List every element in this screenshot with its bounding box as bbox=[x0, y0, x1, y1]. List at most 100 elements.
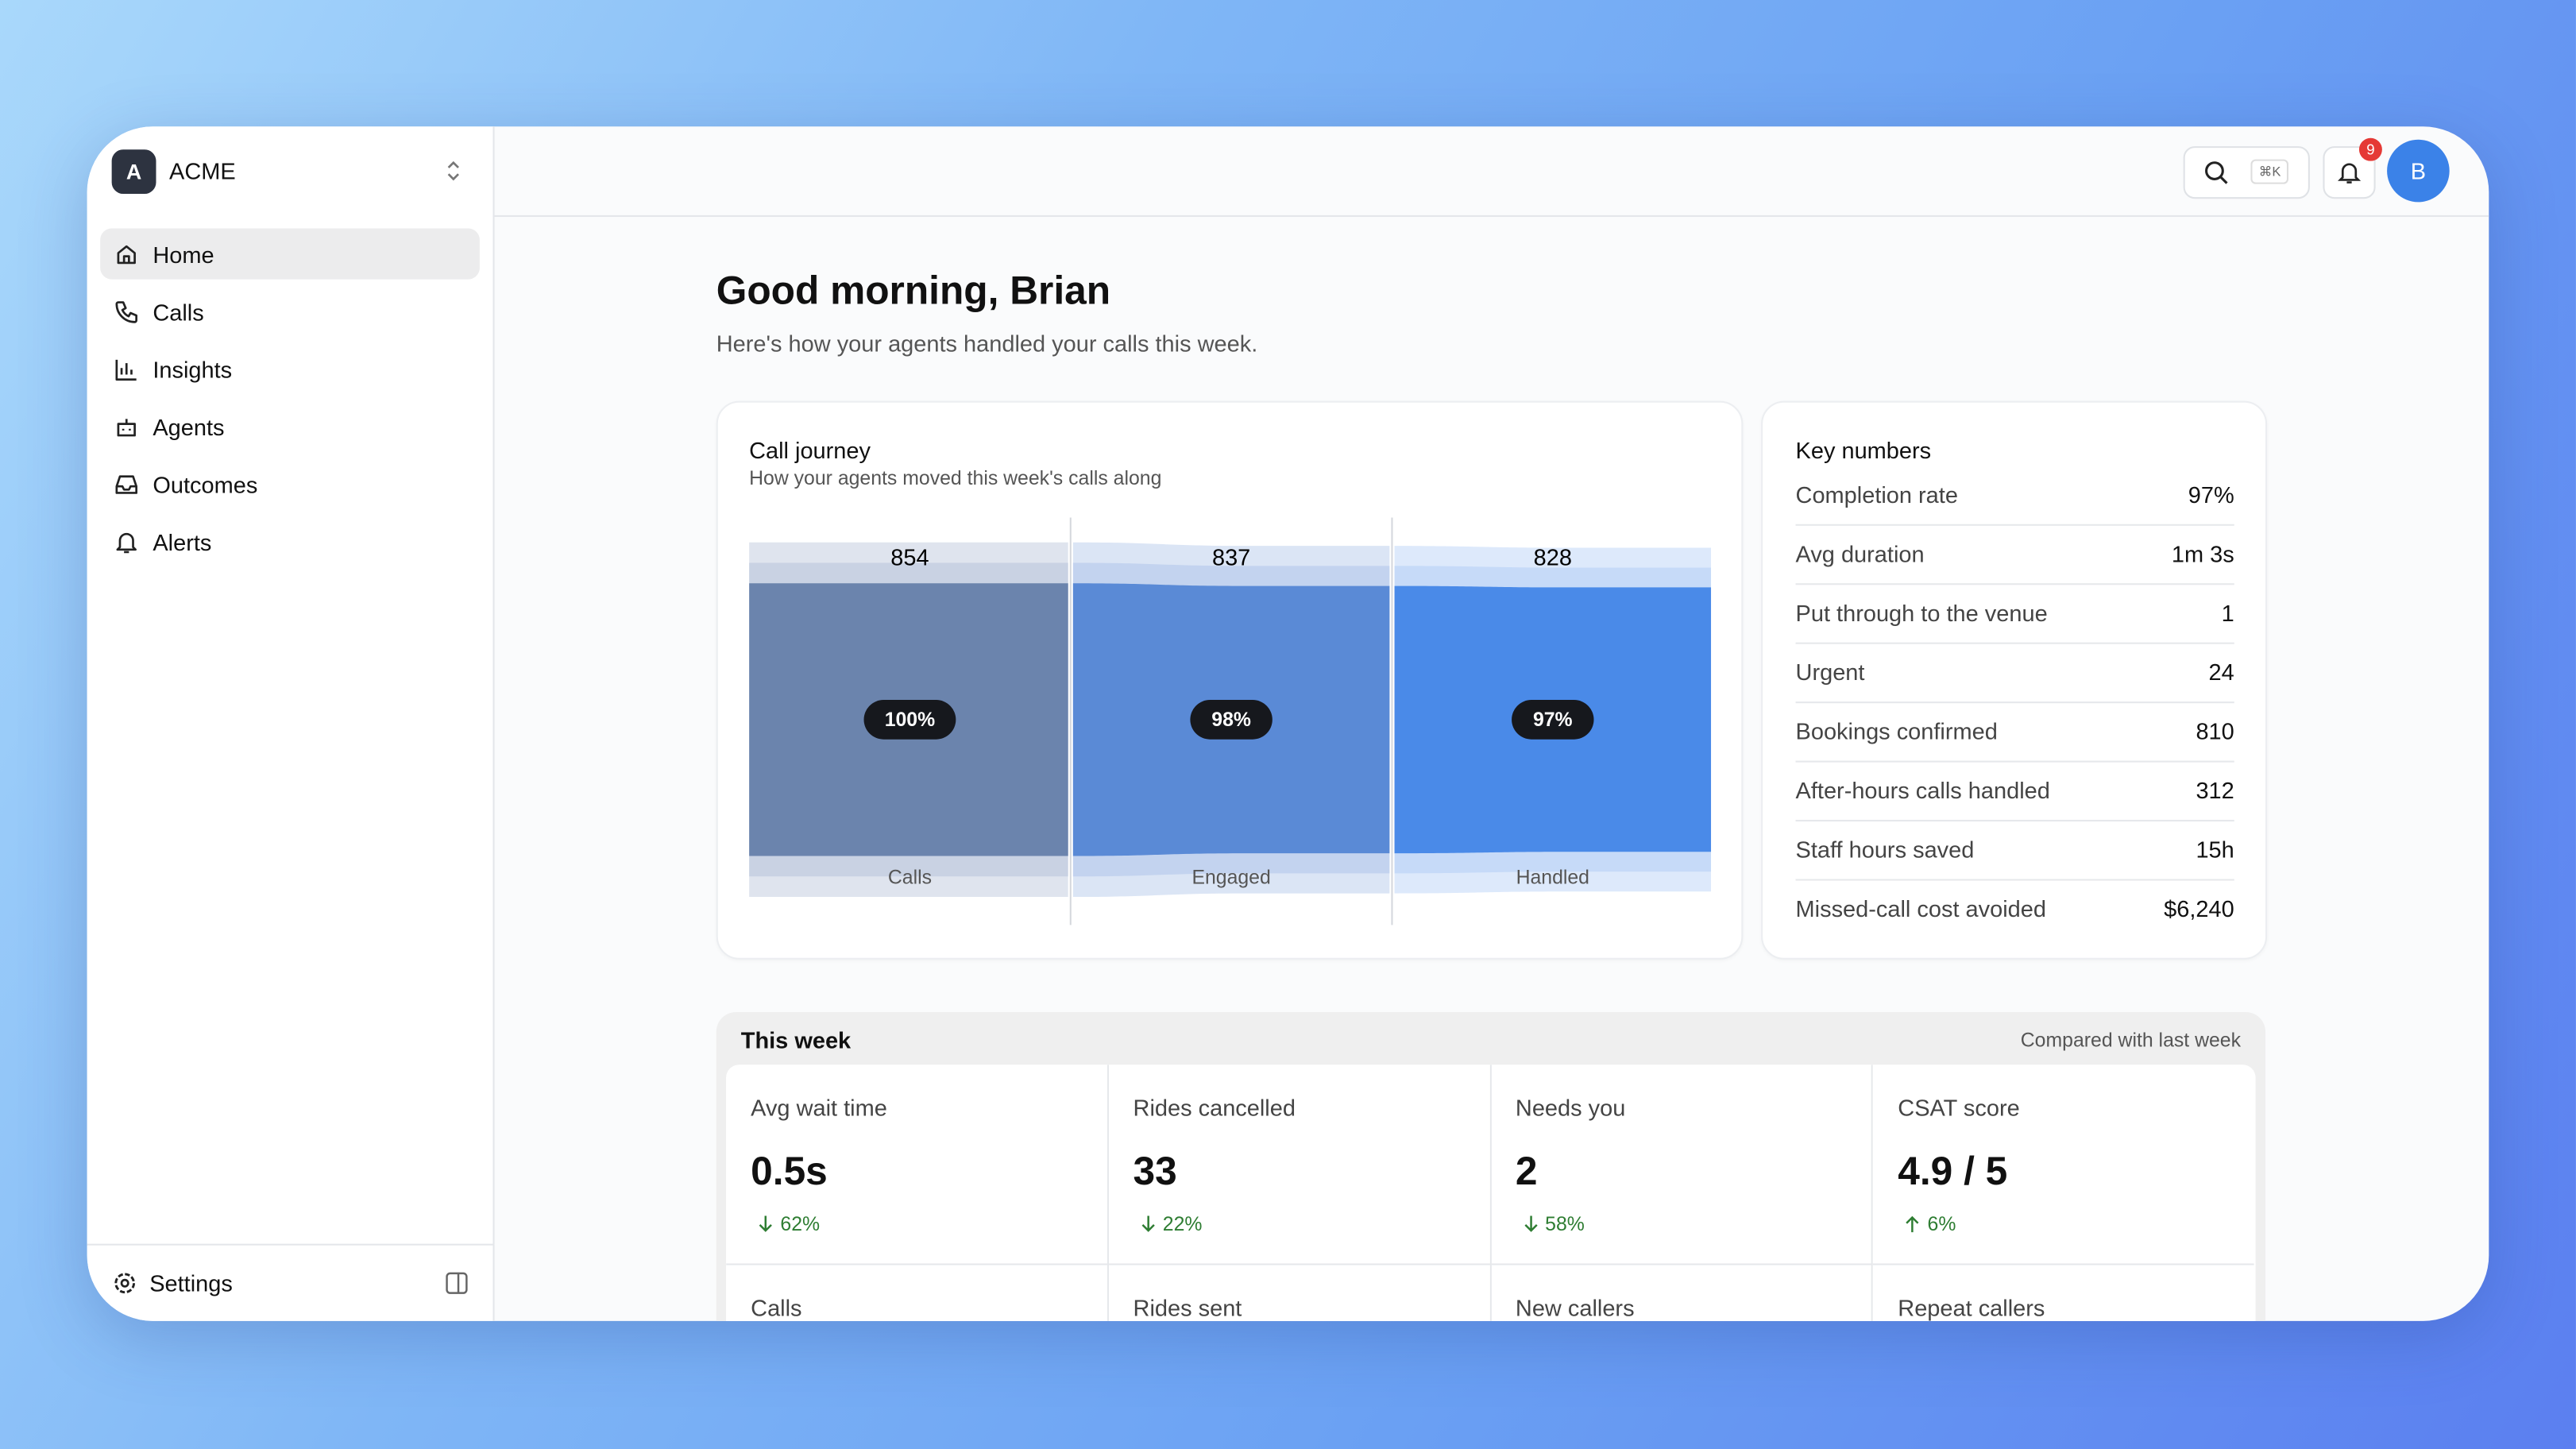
metric-label: Rides cancelled bbox=[1133, 1094, 1296, 1121]
key-number-value: 97% bbox=[2188, 481, 2234, 508]
metric-value: 33 bbox=[1133, 1150, 1177, 1195]
metric-tile: New callers bbox=[1490, 1265, 1874, 1321]
arrow-path bbox=[1906, 1215, 1920, 1233]
switch-icon[interactable] bbox=[445, 160, 462, 183]
settings-icon bbox=[114, 1273, 136, 1294]
nav-icon bbox=[115, 300, 138, 323]
nav-icon bbox=[116, 531, 137, 553]
metric-tile: Rides sent bbox=[1108, 1265, 1491, 1321]
stage-label: Handled bbox=[1516, 867, 1589, 889]
search-icon bbox=[2205, 161, 2228, 184]
nav-icon bbox=[115, 474, 138, 493]
key-number-row: Missed-call cost avoided $6,240 bbox=[1796, 879, 2234, 937]
nav-label: Calls bbox=[153, 298, 204, 325]
metric-label: CSAT score bbox=[1898, 1094, 2020, 1121]
nav-label: Outcomes bbox=[153, 470, 258, 497]
metric-label: Repeat callers bbox=[1898, 1294, 2045, 1321]
key-number-row: Bookings confirmed 810 bbox=[1795, 701, 2234, 763]
arrow-path bbox=[759, 1215, 772, 1232]
card-subtitle: How your agents moved this week's calls … bbox=[749, 466, 1162, 490]
nav-icon bbox=[117, 418, 136, 436]
key-number-value: 15h bbox=[2196, 836, 2234, 863]
key-number-value: $6,240 bbox=[2164, 895, 2234, 922]
arrow-path bbox=[1141, 1215, 1155, 1232]
nav-item[interactable]: Outcomes bbox=[100, 458, 480, 509]
key-number-label: Completion rate bbox=[1795, 481, 1958, 508]
icon-path bbox=[115, 474, 138, 493]
nav-icon bbox=[115, 358, 137, 381]
nav-item[interactable]: Home bbox=[100, 228, 480, 280]
share-pill bbox=[1190, 700, 1273, 740]
header-divider bbox=[492, 214, 2489, 218]
key-number-row: Put through to the venue 1 bbox=[1795, 583, 2234, 644]
change-arrow bbox=[1141, 1215, 1155, 1232]
this-week-panel: This week Compared with last week Avg wa… bbox=[716, 1012, 2266, 1321]
metric-tile: Calls bbox=[726, 1265, 1109, 1321]
sidebar: A ACME Settings Home Calls Insights Agents O… bbox=[87, 126, 495, 1321]
share-label: 97% bbox=[1533, 709, 1573, 731]
share-label: 100% bbox=[885, 709, 935, 731]
notification-badge: 9 bbox=[2358, 137, 2382, 161]
key-number-label: Missed-call cost avoided bbox=[1795, 895, 2046, 922]
key-number-label: Put through to the venue bbox=[1795, 599, 2048, 626]
share-label: 98% bbox=[1211, 709, 1251, 731]
icon-path bbox=[115, 358, 137, 381]
metric-tile: Rides cancelled 33 22% bbox=[1108, 1065, 1491, 1265]
nav-item[interactable]: Calls bbox=[100, 286, 480, 337]
key-number-label: After-hours calls handled bbox=[1795, 777, 2050, 804]
key-number-value: 1m 3s bbox=[2171, 540, 2234, 567]
nav-item[interactable]: Alerts bbox=[100, 516, 480, 566]
metric-label: Calls bbox=[751, 1294, 802, 1321]
icon-path bbox=[117, 244, 136, 264]
change-arrow bbox=[1524, 1215, 1537, 1232]
stage-label: Engaged bbox=[1191, 867, 1270, 889]
metric-change: 62% bbox=[780, 1212, 821, 1236]
key-number-row: Avg duration 1m 3s bbox=[1795, 524, 2234, 585]
key-numbers-card: Key numbers Completion rate 97% Avg durati… bbox=[1761, 400, 2268, 960]
nav-item[interactable]: Agents bbox=[100, 401, 480, 452]
metric-change: 22% bbox=[1162, 1212, 1203, 1236]
workspace-name[interactable]: ACME bbox=[169, 157, 236, 184]
metric-label: New callers bbox=[1515, 1294, 1635, 1321]
greeting-subtitle: Here's how your agents handled your call… bbox=[716, 330, 1258, 357]
panel-note: Compared with last week bbox=[2020, 1028, 2242, 1052]
metric-value: 2 bbox=[1515, 1150, 1538, 1195]
key-number-row: Staff hours saved 15h bbox=[1795, 820, 2234, 881]
key-number-row: Urgent 24 bbox=[1795, 643, 2234, 704]
shortcut-hint: ⌘K bbox=[2250, 159, 2289, 184]
key-number-value: 1 bbox=[2221, 599, 2234, 626]
icon-path bbox=[116, 531, 137, 553]
share-pill bbox=[863, 700, 956, 740]
icon-path bbox=[117, 418, 136, 436]
workspace-logo: A bbox=[111, 149, 156, 195]
nav-item[interactable]: Insights bbox=[100, 343, 480, 394]
settings-link[interactable]: Settings bbox=[149, 1269, 233, 1296]
nav-label: Alerts bbox=[153, 527, 212, 555]
app-window: A ACME Settings Home Calls Insights Agents O… bbox=[87, 126, 2489, 1321]
card-title: Key numbers bbox=[1795, 437, 1932, 464]
key-number-value: 24 bbox=[2208, 659, 2234, 686]
metric-label: Needs you bbox=[1515, 1094, 1626, 1121]
stage-label: Calls bbox=[888, 867, 932, 889]
metric-tile: CSAT score 4.9 / 5 6% bbox=[1873, 1065, 2254, 1265]
metric-value: 4.9 / 5 bbox=[1898, 1150, 2008, 1195]
change-arrow bbox=[759, 1215, 772, 1232]
divider bbox=[87, 1243, 493, 1246]
funnel-chart: 854 100% Calls 837 98% Engaged 828 97% Handled bbox=[749, 517, 1712, 925]
key-number-label: Staff hours saved bbox=[1795, 836, 1975, 863]
collapse-icon[interactable] bbox=[445, 1272, 468, 1295]
key-number-label: Bookings confirmed bbox=[1795, 717, 1998, 744]
notifications-button[interactable]: 9 bbox=[2323, 137, 2382, 199]
arrow-path bbox=[1524, 1215, 1537, 1232]
metric-tile: Repeat callers bbox=[1873, 1265, 2254, 1321]
metric-label: Rides sent bbox=[1133, 1294, 1242, 1321]
avatar[interactable]: B bbox=[2387, 139, 2450, 203]
nav-label: Agents bbox=[153, 413, 225, 440]
metric-change: 6% bbox=[1927, 1212, 1956, 1236]
key-number-row: After-hours calls handled 312 bbox=[1795, 761, 2234, 822]
key-number-value: 312 bbox=[2196, 777, 2234, 804]
share-pill bbox=[1512, 700, 1594, 740]
search-button[interactable]: ⌘K bbox=[2183, 146, 2310, 199]
